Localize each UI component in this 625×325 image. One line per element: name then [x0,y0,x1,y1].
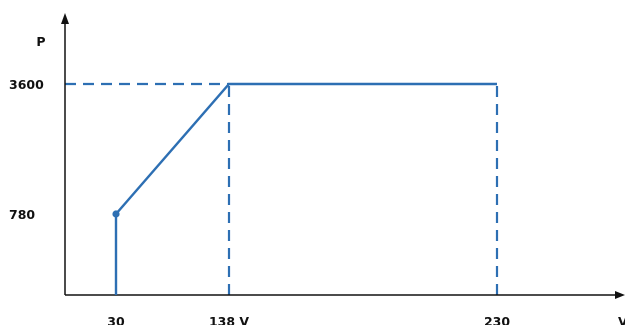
x-tick-labels: 30 138 V 230 [107,314,510,325]
y-tick-label: 780 [9,207,35,222]
x-axis-label: V [618,314,625,325]
y-tick-label: 3600 [9,77,44,92]
x-tick-label: 230 [484,314,510,325]
x-tick-label: 30 [107,314,125,325]
x-axis-arrow [615,291,625,299]
series [112,82,497,295]
y-tick-labels: 780 3600 [9,77,44,222]
guide-lines [65,82,499,295]
data-point-0-0 [112,210,120,218]
x-tick-label: 138 V [209,314,249,325]
y-axis-arrow [61,13,69,24]
axes [61,13,625,299]
series-line-0 [114,82,497,295]
y-axis-label: P [36,34,45,49]
